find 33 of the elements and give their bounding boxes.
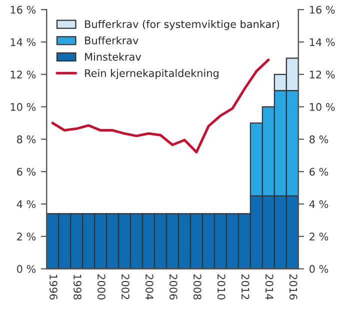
y-tick-label: 8 % bbox=[17, 135, 36, 144]
y-tick-label: 12 % bbox=[10, 70, 36, 79]
x-tick-label: 2000 bbox=[98, 274, 106, 300]
legend-label: Rein kjernekapitaldekning bbox=[85, 69, 218, 80]
y2-tick-label: 16 % bbox=[310, 6, 335, 14]
y-tick-label: 14 % bbox=[10, 38, 36, 46]
y2-tick-label: 0 % bbox=[310, 265, 328, 273]
x-tick-label: 2010 bbox=[217, 274, 226, 300]
x-tick-label: 2014 bbox=[265, 274, 274, 300]
y-tick-label: 2 % bbox=[17, 232, 36, 241]
y2-tick-label: 2 % bbox=[310, 232, 328, 241]
y2-tick-label: 12 % bbox=[310, 70, 335, 79]
x-tick-label: 2004 bbox=[145, 274, 154, 300]
x-tick-label: 2006 bbox=[169, 274, 178, 300]
legend-label: Bufferkrav bbox=[85, 36, 138, 44]
y-tick-label: 10 % bbox=[10, 103, 36, 111]
x-tick-label: 2002 bbox=[122, 274, 130, 300]
x-tick-label: 1996 bbox=[50, 274, 58, 300]
x-tick-label: 2012 bbox=[241, 274, 250, 300]
x-tick-label: 1998 bbox=[74, 274, 82, 300]
legend-label: Bufferkrav (for systemviktige bankar) bbox=[85, 20, 280, 30]
legend-label: Minstekrav bbox=[85, 52, 142, 61]
y2-tick-label: 10 % bbox=[310, 103, 335, 111]
y-tick-label: 16 % bbox=[10, 6, 36, 14]
y2-tick-label: 14 % bbox=[310, 38, 335, 46]
y-tick-label: 6 % bbox=[17, 168, 36, 176]
x-tick-label: 2008 bbox=[193, 274, 202, 300]
y2-tick-label: 6 % bbox=[310, 168, 328, 176]
y-tick-label: 0 % bbox=[17, 265, 36, 273]
y2-tick-label: 4 % bbox=[309, 200, 328, 208]
x-tick-label: 2016 bbox=[289, 274, 298, 300]
y2-tick-label: 8 % bbox=[310, 135, 328, 144]
y-tick-label: 4 % bbox=[16, 200, 36, 208]
